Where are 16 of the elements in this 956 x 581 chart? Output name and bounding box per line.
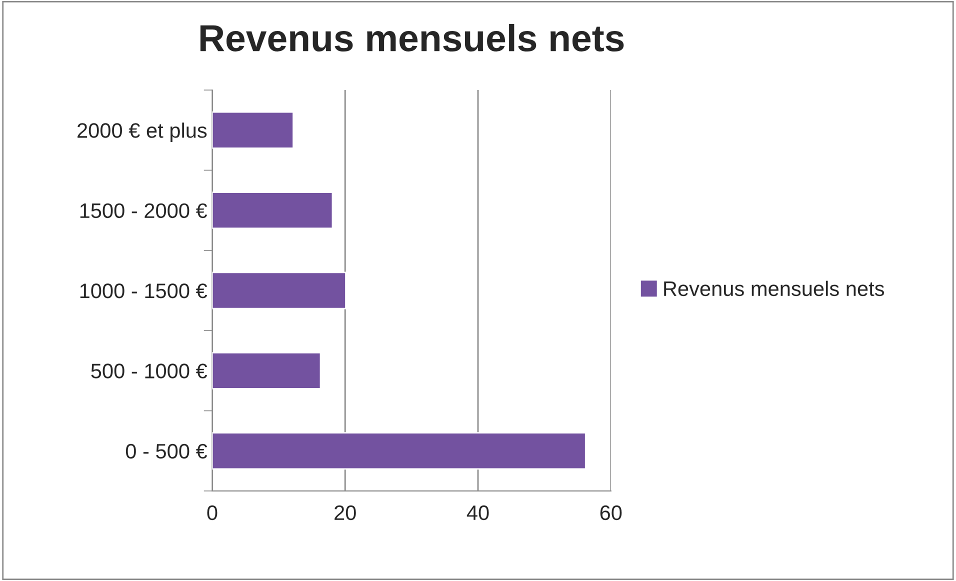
x-tick-label: 60 <box>600 505 622 520</box>
y-tick-label: 0 - 500 € <box>126 444 208 459</box>
bar <box>212 111 294 149</box>
bar <box>212 272 346 310</box>
y-tick-label: 1000 - 1500 € <box>80 284 208 298</box>
x-tick-label: 40 <box>466 505 489 520</box>
legend-label: Revenus mensuels nets <box>664 280 884 296</box>
x-tick-label: 20 <box>334 505 356 520</box>
y-tick-label: 500 - 1000 € <box>91 364 208 378</box>
x-tick-label: 0 <box>207 505 218 520</box>
bar <box>212 432 586 470</box>
bar <box>212 352 322 390</box>
y-tick-label: 1500 - 2000 € <box>80 203 208 218</box>
y-tick-label: 2000 € et plus <box>78 122 207 142</box>
bar <box>212 192 334 230</box>
chart-title: Revenus mensuels nets <box>200 24 624 52</box>
